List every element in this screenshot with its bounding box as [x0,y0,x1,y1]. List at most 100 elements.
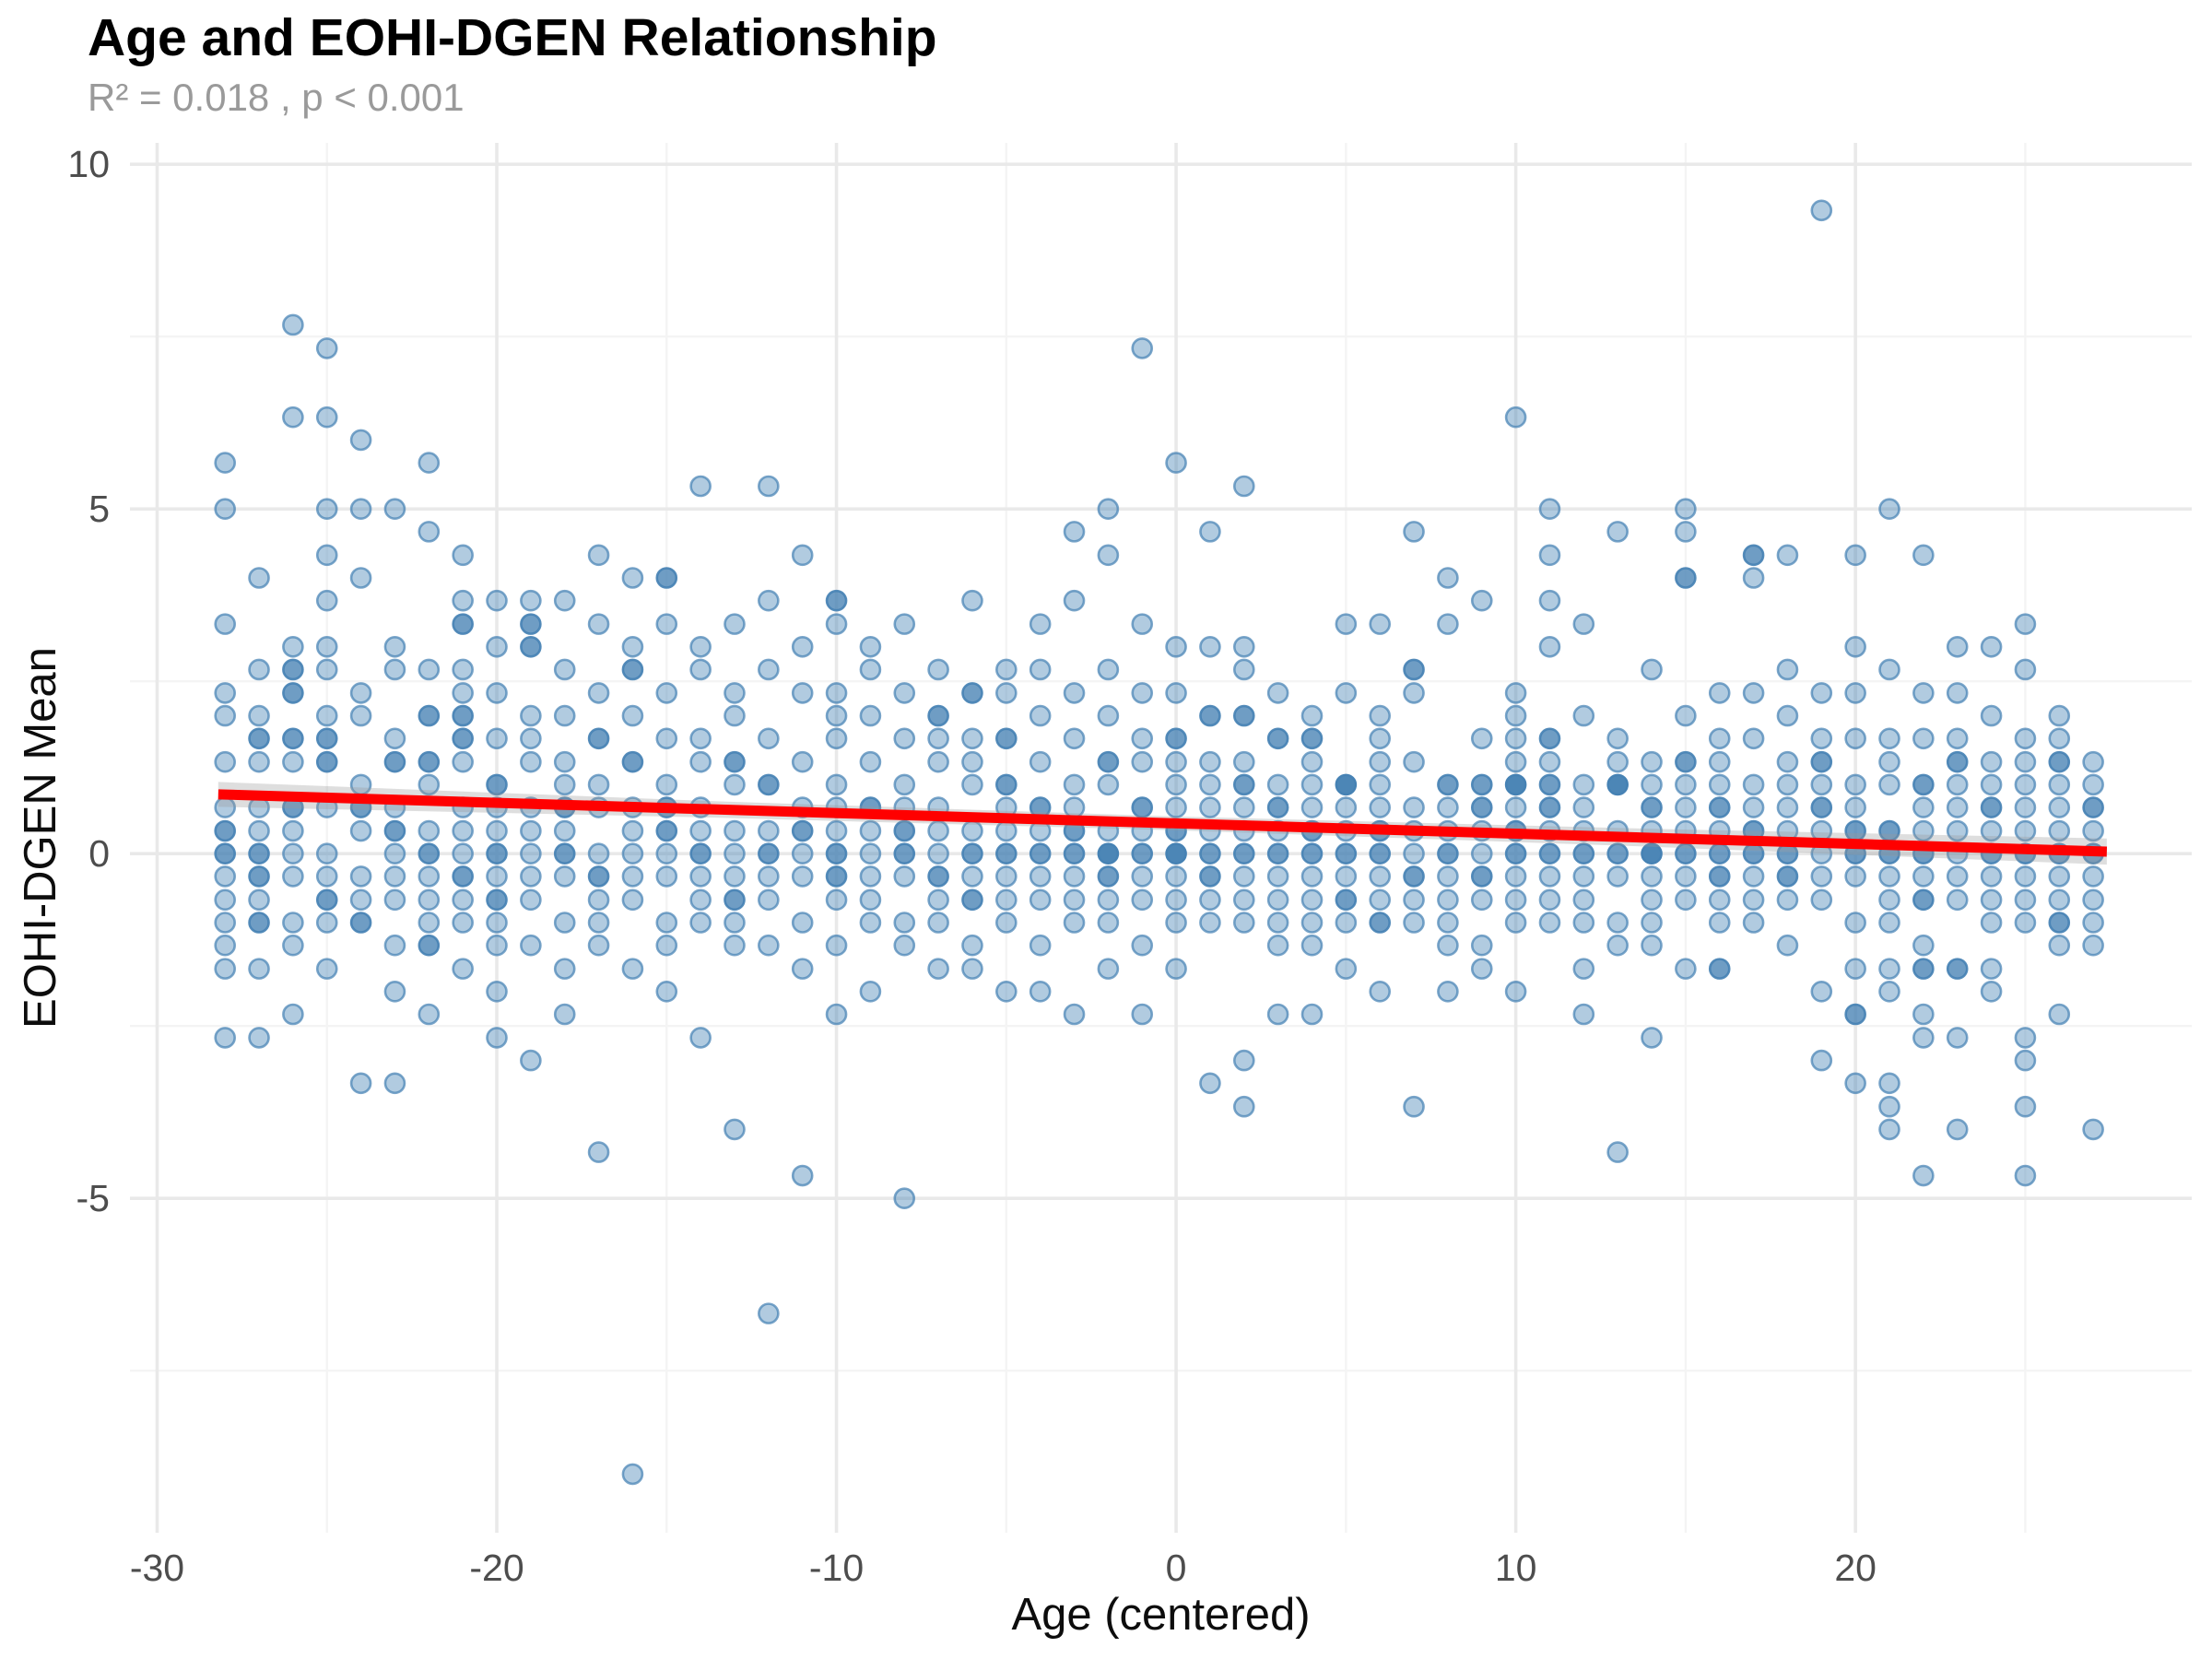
data-point [452,682,474,704]
data-point [1742,773,1765,796]
data-point [1199,635,1221,658]
data-point [418,704,441,727]
data-point [1912,819,1935,842]
data-point [1708,888,1731,912]
data-point [1165,865,1187,888]
data-point [587,888,610,912]
data-point [655,912,678,934]
data-point [1403,1095,1425,1118]
data-point [1538,912,1561,934]
data-point [1946,1027,1969,1049]
data-point [1165,750,1187,773]
data-point [1878,1095,1900,1118]
data-point [452,842,474,865]
data-point [1844,727,1866,750]
data-point [791,912,814,934]
data-point [1199,773,1221,796]
data-point [1708,912,1731,934]
data-point [553,865,576,888]
data-point [1300,912,1324,934]
data-point [1675,750,1697,773]
data-point [791,865,814,888]
data-point [758,888,780,912]
data-point [418,1003,441,1026]
data-point [1199,1072,1221,1095]
data-point [1369,704,1392,727]
data-point [1946,958,1969,980]
data-point [553,819,576,842]
data-point [520,888,542,912]
data-point [927,842,949,865]
data-point [1980,865,2003,888]
data-point [791,544,814,567]
data-point [1980,773,2003,796]
data-point [1232,888,1255,912]
data-point [520,1049,542,1072]
data-point [349,1072,372,1095]
data-point [1641,1027,1663,1049]
data-point [418,750,441,773]
data-point [621,1463,644,1486]
data-point [1131,888,1154,912]
data-point [893,613,916,635]
data-point [791,635,814,658]
data-point [1504,727,1527,750]
data-point [724,819,746,842]
data-point [1097,888,1120,912]
data-point [1335,865,1358,888]
data-point [1437,613,1459,635]
data-point [1912,888,1935,912]
data-point [1199,750,1221,773]
data-point [1742,865,1765,888]
data-point [1300,796,1324,818]
data-point [2014,819,2037,842]
data-point [452,613,474,635]
data-point [859,865,882,888]
data-point [1912,1164,1935,1187]
data-point [2082,819,2104,842]
data-point [520,819,542,842]
data-point [2048,727,2071,750]
data-point [2014,796,2037,818]
data-point [1708,865,1731,888]
data-point [655,613,678,635]
data-point [1063,888,1086,912]
data-point [1776,796,1799,818]
data-point [486,773,508,796]
data-point [1232,704,1255,727]
data-point [1776,704,1799,727]
data-point [995,981,1018,1003]
data-point [1199,865,1221,888]
data-point [553,704,576,727]
data-point [1810,773,1833,796]
data-point [1504,406,1527,429]
data-point [1266,727,1289,750]
data-point [621,958,644,980]
data-point [1946,796,1969,818]
data-point [383,819,406,842]
data-point [1063,773,1086,796]
data-point [1097,773,1120,796]
data-point [1742,912,1765,934]
data-point [587,544,610,567]
data-point [349,865,372,888]
data-point [553,842,576,865]
data-point [825,865,848,888]
data-point [1063,1003,1086,1026]
data-point [791,958,814,980]
data-point [1675,773,1697,796]
data-point [520,635,542,658]
data-point [2014,1095,2037,1118]
data-point [214,912,236,934]
data-point [214,750,236,773]
data-point [1844,912,1866,934]
data-point [1335,682,1358,704]
data-point [1300,727,1324,750]
x-tick-label: -10 [809,1547,864,1589]
data-point [1606,842,1629,865]
data-point [1470,589,1493,612]
data-point [587,865,610,888]
data-point [248,958,270,980]
data-point [825,888,848,912]
data-point [825,773,848,796]
